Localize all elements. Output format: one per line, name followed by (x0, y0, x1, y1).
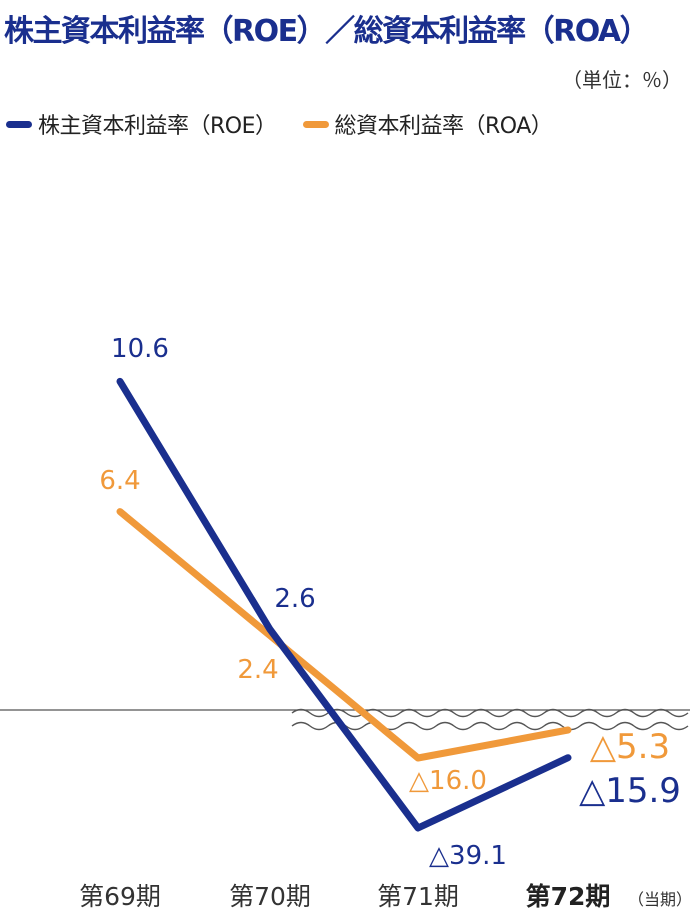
data-label-roa-72: △5.3 (590, 727, 670, 767)
legend: 株主資本利益率（ROE） 総資本利益率（ROA） (6, 108, 578, 140)
unit-label: （単位：％） (562, 68, 682, 92)
x-tick-label-72: 第72期 (526, 882, 611, 911)
series-line-roa (116, 508, 572, 762)
legend-label-roa: 総資本利益率（ROA） (334, 114, 553, 139)
data-label-roa-69: 6.4 (99, 466, 140, 496)
legend-item-roe: 株主資本利益率（ROE） (6, 108, 277, 140)
current-period-note: （当期） (628, 890, 690, 909)
data-label-roe-72: △15.9 (579, 771, 681, 811)
legend-label-roe: 株主資本利益率（ROE） (38, 114, 277, 139)
axis-break-wave-bottom (291, 721, 689, 731)
series-line-roe (116, 377, 572, 832)
data-label-roa-71: △16.0 (409, 766, 487, 796)
data-label-layer: 10.6 2.6 △39.1 △15.9 6.4 2.4 △16.0 △5.3 (99, 334, 681, 871)
data-label-roe-70: 2.6 (274, 584, 315, 614)
data-label-roa-70: 2.4 (237, 655, 278, 685)
legend-swatch-roa (302, 120, 329, 128)
chart-title: 株主資本利益率（ROE）／総資本利益率（ROA） (4, 14, 650, 49)
data-label-roe-71: △39.1 (429, 841, 507, 871)
legend-swatch-roe (6, 120, 32, 128)
legend-item-roa: 総資本利益率（ROA） (302, 108, 553, 140)
x-tick-label-70: 第70期 (229, 882, 311, 911)
x-tick-label-71: 第71期 (377, 882, 459, 911)
axis-break-wave-top (291, 708, 689, 718)
x-tick-label-69: 第69期 (79, 882, 161, 911)
series-layer (116, 377, 572, 832)
data-label-roe-69: 10.6 (111, 334, 169, 364)
